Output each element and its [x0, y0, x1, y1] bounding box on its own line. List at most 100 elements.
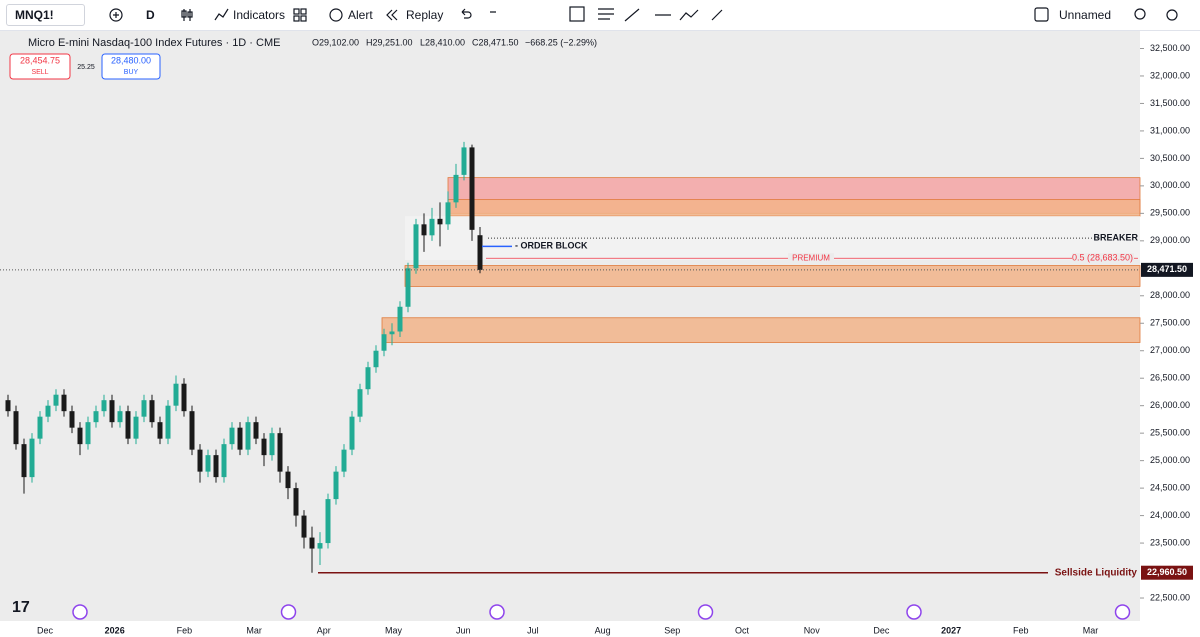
candle-body: [37, 416, 43, 439]
candle-body: [373, 350, 379, 368]
event-icon: [697, 604, 714, 620]
time-label: 2026: [105, 625, 125, 635]
candle-body: [413, 224, 419, 269]
replay-button[interactable]: Replay: [406, 8, 444, 22]
toolbar: MNQ1! D Indicators Alert Replay Unnamed: [0, 0, 1200, 31]
candle-body: [237, 427, 243, 450]
candle-body: [357, 389, 363, 417]
candle-body: [21, 444, 27, 478]
time-label: Oct: [735, 625, 750, 635]
chart: Micro E-mini Nasdaq-100 Index Futures · …: [0, 31, 1200, 637]
candle-body: [77, 427, 83, 445]
spread: 25.25: [77, 64, 95, 71]
price-tick-label: 27,000.00: [1150, 345, 1190, 355]
candle-body: [197, 449, 203, 472]
candle-body: [61, 394, 67, 412]
legend-title: Micro E-mini Nasdaq-100 Index Futures · …: [28, 37, 280, 49]
candle-body: [477, 235, 483, 270]
candle-body: [349, 416, 355, 450]
buy-price: 28,480.00: [111, 55, 151, 65]
price-tick-label: 26,000.00: [1150, 400, 1190, 410]
price-tick-label: 25,000.00: [1150, 455, 1190, 465]
candle-body: [229, 427, 235, 445]
time-label: Dec: [873, 625, 890, 635]
price-tick-label: 32,000.00: [1150, 70, 1190, 80]
last-price-label: 28,471.50: [1147, 264, 1187, 274]
candle-body: [293, 488, 299, 516]
price-tick-label: 31,500.00: [1150, 98, 1190, 108]
candle-body: [365, 367, 371, 390]
candle-body: [93, 411, 99, 423]
toolbar-icons: [109, 6, 1178, 22]
candle-body: [141, 400, 147, 417]
time-label: Sep: [664, 625, 680, 635]
candle-body: [341, 449, 347, 472]
price-tick-label: 29,000.00: [1150, 235, 1190, 245]
premium-level-bg: [1072, 253, 1134, 264]
indicators-button[interactable]: Indicators: [233, 8, 286, 22]
zone: [404, 265, 1141, 287]
candle-body: [421, 224, 427, 236]
candle-body: [397, 306, 403, 332]
time-label: Mar: [1083, 625, 1099, 635]
candle-body: [469, 147, 475, 230]
time-label: Mar: [246, 625, 262, 635]
last-price-tag: [1141, 262, 1193, 277]
layout-name[interactable]: Unnamed: [1059, 8, 1112, 22]
premium-level-label: 0.5 (28,683.50): [1072, 253, 1133, 263]
time-label: Dec: [37, 625, 54, 635]
tv-logo: 17: [12, 599, 30, 616]
price-tick-label: 27,500.00: [1150, 318, 1190, 328]
time-label: Apr: [317, 625, 331, 635]
time-label: Jun: [456, 625, 471, 635]
candle-body: [405, 268, 411, 307]
price-axis: [1140, 31, 1200, 637]
event-icon: [1114, 604, 1131, 620]
candle-body: [461, 147, 467, 175]
candle-body: [213, 455, 219, 478]
legend-open: O29,102.00: [312, 37, 359, 47]
event-icon: [489, 604, 505, 620]
candle-body: [245, 422, 251, 450]
sellside-price-label: 22,960.50: [1147, 567, 1187, 577]
price-tick-label: 30,500.00: [1150, 153, 1190, 163]
candle-body: [133, 416, 139, 439]
sell-price: 28,454.75: [20, 55, 60, 65]
candle-body: [45, 405, 51, 417]
candle-body: [429, 218, 435, 236]
event-icon: [72, 604, 88, 620]
symbol-search[interactable]: MNQ1!: [6, 4, 85, 26]
candle-body: [221, 444, 227, 478]
price-tick-label: 30,000.00: [1150, 180, 1190, 190]
candle-body: [437, 218, 443, 225]
candle-body: [157, 422, 163, 439]
sell-button[interactable]: [9, 53, 71, 80]
time-label: Nov: [804, 625, 821, 635]
candle-body: [85, 422, 91, 445]
candle-body: [53, 394, 59, 406]
price-tick-label: 23,500.00: [1150, 537, 1190, 547]
candle-body: [101, 400, 107, 412]
breaker-label: BREAKER: [1093, 232, 1138, 242]
time-label: Feb: [177, 625, 193, 635]
buy-button[interactable]: [101, 53, 161, 80]
interval[interactable]: D: [146, 8, 155, 22]
price-tick-label: 22,500.00: [1150, 592, 1190, 602]
sellside-label: Sellside Liquidity: [1055, 567, 1138, 578]
price-tick-label: 28,000.00: [1150, 290, 1190, 300]
time-label: Aug: [595, 625, 611, 635]
legend-high: H29,251.00: [366, 37, 413, 47]
candle-body: [389, 331, 395, 335]
time-label: Feb: [1013, 625, 1029, 635]
event-icon: [906, 604, 922, 620]
candle-body: [285, 471, 291, 489]
time-label: May: [385, 625, 403, 635]
order-block-label: - ORDER BLOCK: [515, 241, 588, 251]
premium-label: PREMIUM: [792, 253, 830, 262]
candle-body: [181, 383, 187, 412]
candle-body: [5, 400, 11, 412]
alert-button[interactable]: Alert: [348, 8, 373, 22]
candle-body: [317, 543, 323, 549]
premium-label-bg: [788, 253, 834, 264]
